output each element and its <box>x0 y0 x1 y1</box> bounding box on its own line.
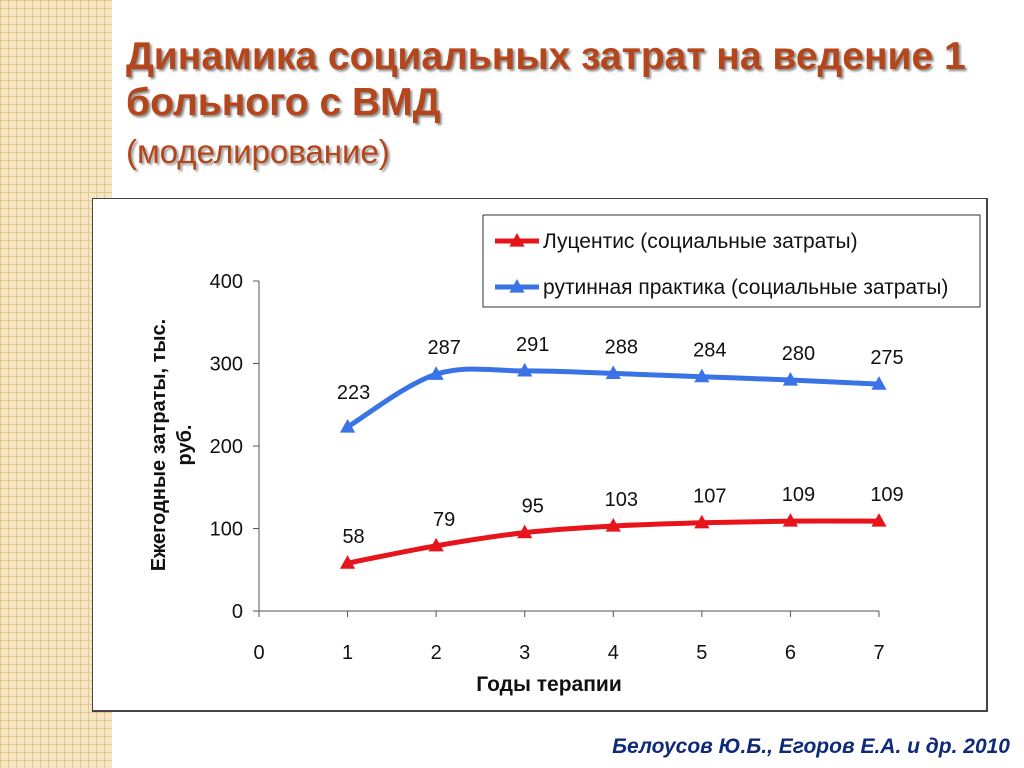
series-1-data-label: 107 <box>693 486 726 508</box>
series-1-data-label: 109 <box>782 484 815 506</box>
legend-marker-1 <box>509 233 525 247</box>
x-tick-label: 3 <box>519 642 530 664</box>
citation: Белоусов Ю.Б., Егоров Е.А. и др. 2010 <box>612 735 1010 758</box>
series-1-marker <box>871 513 887 527</box>
x-tick-label: 1 <box>342 642 353 664</box>
series-2-data-label: 275 <box>870 347 903 369</box>
x-tick-label: 0 <box>253 642 264 664</box>
y-tick-label: 100 <box>210 519 243 541</box>
series-2-data-label: 284 <box>693 340 726 362</box>
x-tick-label: 7 <box>873 642 884 664</box>
x-tick-label: 5 <box>696 642 707 664</box>
legend-label-1: Луцентис (социальные затраты) <box>543 230 858 253</box>
y-axis-label: Ежегодные затраты, тыс. руб. <box>148 319 196 571</box>
x-tick-label: 2 <box>431 642 442 664</box>
series-1-data-label: 95 <box>522 496 544 518</box>
series-1-data-label: 79 <box>433 509 455 531</box>
chart-frame: 0 100 200 300 400 0 1 2 3 4 5 6 7 Годы терапии Ежегодн… <box>92 198 988 712</box>
y-tick-label: 200 <box>210 436 243 458</box>
series-1-marker <box>605 518 621 532</box>
series-2-data-label: 280 <box>782 343 815 365</box>
x-tick-label: 6 <box>785 642 796 664</box>
series-2-marker <box>871 376 887 390</box>
series-2-marker <box>605 365 621 379</box>
series-1-marker <box>694 514 710 529</box>
series-1-marker <box>782 513 799 527</box>
series-2-marker <box>694 368 710 383</box>
legend-label-2: рутинная практика (социальные затраты) <box>543 276 948 299</box>
y-tick-label: 0 <box>232 601 243 623</box>
series-2-data-label: 291 <box>516 334 549 356</box>
legend-box <box>482 214 981 308</box>
series-2-marker <box>428 366 444 380</box>
series-2-marker <box>339 419 356 433</box>
x-tick-label: 4 <box>608 642 619 664</box>
series-1-marker <box>517 524 533 539</box>
series-2-data-label: 223 <box>337 382 370 404</box>
line-chart: 0 100 200 300 400 0 1 2 3 4 5 6 7 Годы терапии Ежегодн… <box>148 214 981 696</box>
slide-subtitle: (моделирование) <box>126 133 390 170</box>
series-1-marker <box>428 537 444 552</box>
y-tick-label: 400 <box>210 271 243 293</box>
series-2-data-label: 288 <box>605 336 638 358</box>
x-axis-label: Годы терапии <box>476 673 621 696</box>
slide-title: Динамика социальных затрат на ведение 1 … <box>126 35 966 124</box>
series-2-data-label: 287 <box>427 337 460 359</box>
series-1-data-label: 58 <box>342 526 364 548</box>
series-2-marker <box>517 362 533 377</box>
series-1-marker <box>339 555 356 569</box>
legend-marker-2 <box>509 279 525 293</box>
series-2-marker <box>782 372 799 386</box>
series-1-data-label: 109 <box>870 484 903 506</box>
series-1-data-label: 103 <box>605 489 638 511</box>
y-tick-label: 300 <box>210 354 243 376</box>
